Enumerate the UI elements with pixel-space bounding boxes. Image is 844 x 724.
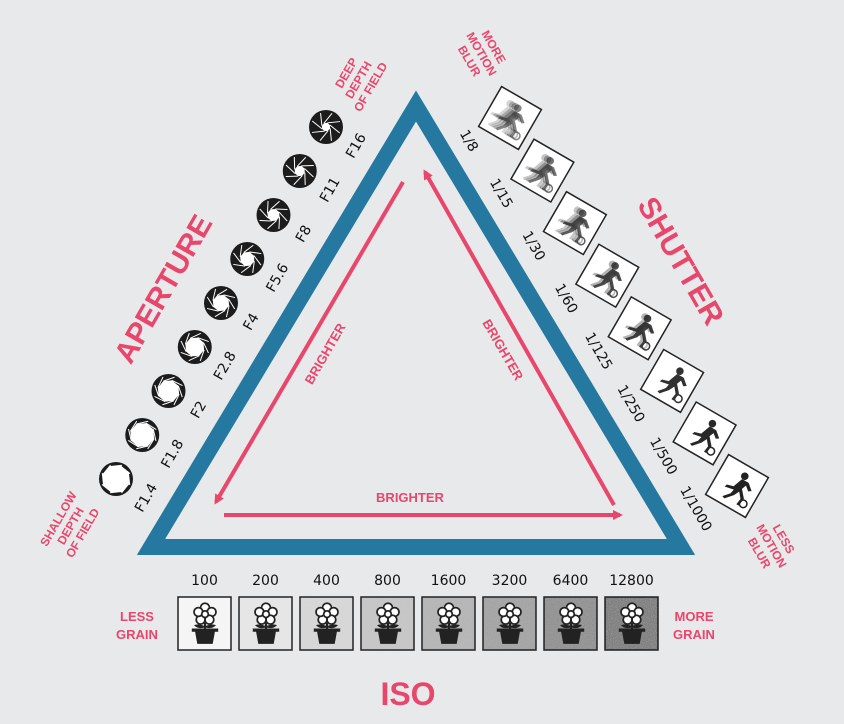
iso-start-caption-line: LESS [120, 609, 154, 624]
shutter-frame [704, 453, 770, 519]
shutter-frame [639, 348, 705, 414]
aperture-start-caption: SHALLOW DEPTH OF FIELD [37, 489, 102, 561]
exposure-triangle [136, 90, 696, 555]
shutter-speed-label: 1/30 [519, 228, 549, 263]
aperture-blades-icon [256, 198, 291, 232]
iso-sample-frame [604, 596, 659, 651]
iso-value-label: 12800 [609, 573, 654, 589]
shutter-speed-label: 1/8 [456, 127, 481, 155]
aperture-blades-icon [309, 110, 343, 144]
iso-value-label: 800 [374, 573, 401, 589]
shutter-frame [574, 243, 640, 309]
iso-end-caption-line: GRAIN [673, 627, 715, 642]
iso-value-label: 400 [313, 573, 340, 589]
aperture-blades-icon [151, 374, 186, 408]
iso-end-caption: MORE GRAIN [673, 609, 715, 642]
aperture-blades-icon [282, 154, 317, 188]
iso-value-label: 3200 [492, 573, 528, 589]
iso-start-caption: LESS GRAIN [116, 609, 158, 642]
aperture-stop-label: F1.8 [158, 437, 187, 471]
iso-value-label: 6400 [553, 573, 589, 589]
iso-sample-frame [482, 596, 537, 651]
iso-sample-frame [299, 596, 354, 651]
iso-value-label: 100 [191, 573, 218, 589]
shutter-speed-label: 1/60 [551, 281, 581, 316]
iso-title: ISO [380, 676, 435, 712]
iso-sample-frame [421, 596, 476, 651]
shutter-frame [477, 85, 543, 151]
shutter-frame [607, 295, 673, 361]
iso-end-caption-line: MORE [675, 609, 714, 624]
iso-sample-frame [177, 596, 232, 651]
aperture-end-caption: DEEP DEPTH OF FIELD [332, 55, 390, 114]
aperture-blades-icon [177, 330, 212, 364]
shutter-start-caption: MORE MOTION BLUR [455, 28, 509, 79]
iso-value-label: 1600 [431, 573, 467, 589]
left-arrow-label: BRIGHTER [302, 320, 349, 387]
aperture-stop-label: F8 [293, 223, 315, 246]
aperture-stop-label: F4 [240, 311, 262, 334]
shutter-frame [509, 138, 575, 204]
aperture-stop-label: F16 [343, 131, 370, 161]
iso-start-caption-line: GRAIN [116, 627, 158, 642]
iso-sample-frame [238, 596, 293, 651]
aperture-stop-label: F1.4 [132, 481, 161, 515]
aperture-blades-icon [204, 286, 238, 320]
aperture-blades-icon [125, 418, 160, 452]
aperture-stop-label: F2.8 [211, 349, 240, 383]
iso-value-label: 200 [252, 573, 279, 589]
aperture-stop-label: F11 [317, 175, 344, 205]
aperture-blades-icon [99, 462, 133, 496]
shutter-speed-label: 1/15 [486, 176, 516, 211]
shutter-frame [542, 190, 608, 256]
left-brighter-arrow [214, 180, 405, 505]
right-brighter-arrow [423, 169, 616, 506]
right-arrow-label: BRIGHTER [479, 317, 526, 384]
iso-sample-frame [360, 596, 415, 651]
iso-sample-frame [543, 596, 598, 651]
aperture-stop-label: F5.6 [263, 261, 292, 295]
aperture-stop-label: F2 [188, 399, 210, 422]
shutter-frame [672, 400, 738, 466]
aperture-blades-icon [230, 242, 265, 276]
bottom-arrow-label: BRIGHTER [376, 490, 445, 505]
shutter-end-caption: LESS MOTION BLUR [745, 522, 798, 572]
iso-values: 100 200 400 800 1600 3200 6400 12800 [177, 573, 659, 651]
